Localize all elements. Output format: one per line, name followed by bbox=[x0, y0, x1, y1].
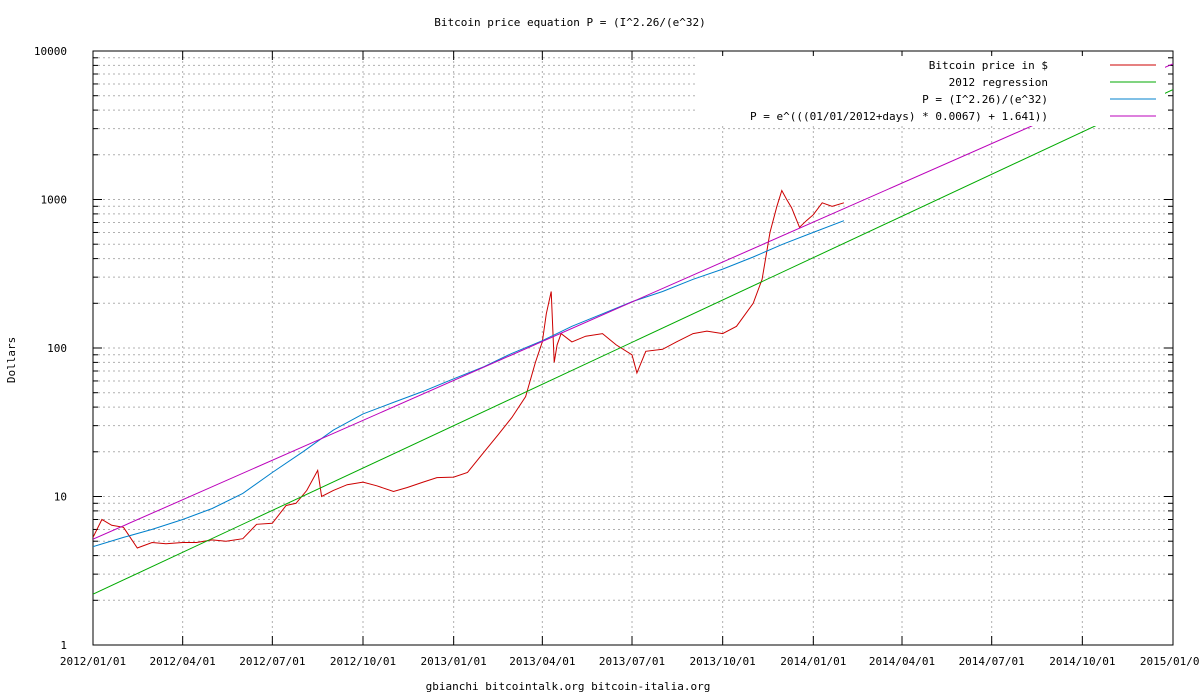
legend-label: 2012 regression bbox=[949, 76, 1048, 89]
y-axis-label: Dollars bbox=[5, 337, 18, 383]
x-tick-label: 2014/07/01 bbox=[959, 655, 1025, 668]
x-tick-label: 2013/04/01 bbox=[509, 655, 575, 668]
chart-title: Bitcoin price equation P = (I^2.26/(e^32… bbox=[434, 16, 706, 29]
x-tick-label: 2013/10/01 bbox=[690, 655, 756, 668]
footer-credit: gbianchi bitcointalk.org bitcoin-italia.… bbox=[426, 680, 711, 693]
legend-background bbox=[695, 56, 1165, 126]
legend-label: P = (I^2.26)/(e^32) bbox=[922, 93, 1048, 106]
x-tick-label: 2014/01/01 bbox=[780, 655, 846, 668]
x-tick-label: 2013/07/01 bbox=[599, 655, 665, 668]
series-lines bbox=[93, 63, 1173, 595]
legend-label: P = e^(((01/01/2012+days) * 0.0067) + 1.… bbox=[750, 110, 1048, 123]
x-tick-label: 2014/10/01 bbox=[1049, 655, 1115, 668]
y-tick-label: 100 bbox=[47, 342, 67, 355]
x-tick-label: 2012/01/01 bbox=[60, 655, 126, 668]
x-tick-label: 2012/10/01 bbox=[330, 655, 396, 668]
series-line-1 bbox=[93, 189, 845, 549]
x-tick-label: 2013/01/01 bbox=[421, 655, 487, 668]
x-tick-label: 2014/04/01 bbox=[869, 655, 935, 668]
x-tick-label: 2015/01/01 bbox=[1140, 655, 1200, 668]
legend: Bitcoin price in $ 2012 regression P = (I^… bbox=[695, 56, 1165, 126]
y-tick-label: 1000 bbox=[41, 194, 68, 207]
legend-label: Bitcoin price in $ bbox=[929, 59, 1048, 72]
series-line-4 bbox=[93, 63, 1173, 540]
x-tick-label: 2012/07/01 bbox=[239, 655, 305, 668]
series-line-3 bbox=[93, 220, 845, 548]
series-line-2 bbox=[93, 89, 1173, 595]
axis-ticks: 1 10 100 1000 10000 2012/01/01 2012/04/01 2012/… bbox=[34, 45, 1200, 668]
y-tick-label: 10 bbox=[54, 491, 67, 504]
y-tick-label: 10000 bbox=[34, 45, 67, 58]
x-tick-label: 2012/04/01 bbox=[150, 655, 216, 668]
y-tick-label: 1 bbox=[60, 639, 67, 652]
